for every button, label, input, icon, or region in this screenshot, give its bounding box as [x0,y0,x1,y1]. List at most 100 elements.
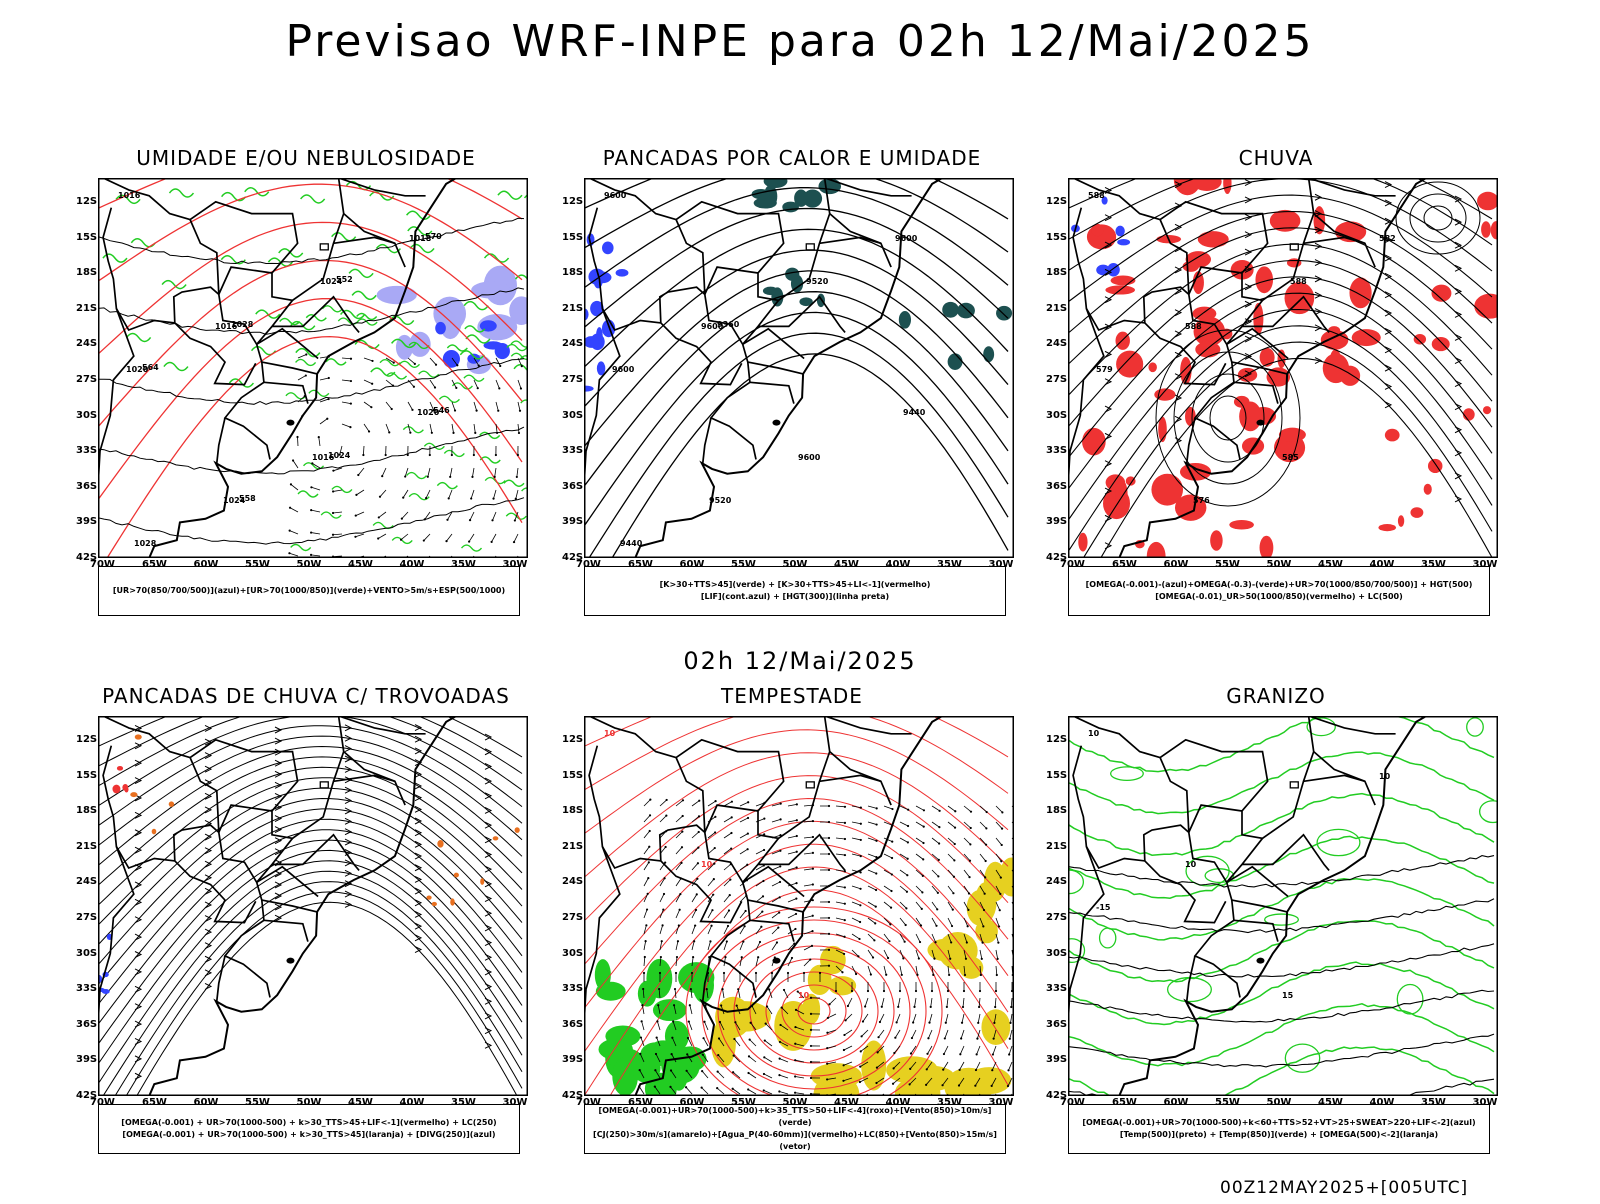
latitude-label: 39S [1046,516,1067,527]
legend-line: [CJ(250)>30m/s](amarelo)+[Agua_P(40-60mm… [585,1129,1005,1153]
contour-label: 1024 [328,451,351,460]
contour-label: 588 [1088,191,1105,200]
latitude-label: 15S [76,770,97,781]
latitude-label: 18S [562,805,583,816]
latitude-label: 21S [1046,303,1067,314]
main-title: Previsao WRF-INPE para 02h 12/Mai/2025 [0,16,1600,67]
latitude-label: 30S [76,410,97,421]
latitude-label: 24S [562,338,583,349]
contour-label: 15 [1282,991,1294,1000]
latitude-label: 30S [1046,948,1067,959]
panel-pancadas-calor: PANCADAS POR CALOR E UMIDADE 9600 9600 9600… [542,146,1042,666]
contour-label: 582 [1379,234,1396,243]
latitude-label: 30S [562,948,583,959]
forecast-map [98,716,528,1096]
latitude-label: 39S [562,1054,583,1065]
contour-label: 9600 [798,453,821,462]
latitude-label: 33S [562,445,583,456]
panel-legend: [UR>70(850/700/500)](azul)+[UR>70(1000/8… [98,566,520,616]
latitude-label: 24S [562,876,583,887]
latitude-label: 24S [76,876,97,887]
latitude-label: 33S [76,445,97,456]
contour-label: -15 [1096,903,1111,912]
legend-line: [LIF](cont.azul) + [HGT(300)](linha pret… [585,591,1005,603]
latitude-label: 39S [562,516,583,527]
latitude-label: 39S [76,1054,97,1065]
latitude-label: 33S [1046,445,1067,456]
panel-title: PANCADAS POR CALOR E UMIDADE [542,146,1042,170]
latitude-label: 39S [76,516,97,527]
latitude-label: 33S [562,983,583,994]
legend-line: [OMEGA(-0.001) + UR>70(1000-500) + k>30_… [99,1117,519,1129]
legend-line: [OMEGA(-0.001) + UR>70(1000-500) + k>30_… [99,1129,519,1141]
latitude-label: 12S [76,196,97,207]
latitude-label: 30S [76,948,97,959]
contour-label: 9600 [612,365,635,374]
panel-legend: [OMEGA(-0.001)+UR>70(1000-500)+k<60+TTS>… [1068,1104,1490,1154]
latitude-label: 33S [76,983,97,994]
latitude-label: 27S [1046,374,1067,385]
latitude-label: 24S [1046,876,1067,887]
panel-legend: [K>30+TTS>45](verde) + [K>30+TTS>45+LI<-… [584,566,1006,616]
forecast-map: 10 10 10 [584,716,1014,1096]
latitude-label: 21S [562,841,583,852]
latitude-label: 27S [562,374,583,385]
latitude-label: 18S [76,805,97,816]
latitude-label: 18S [562,267,583,278]
panel-legend: [OMEGA(-0.001)+UR>70(1000-500)+k>35_TTS>… [584,1104,1006,1154]
contour-label: 10 [604,729,616,738]
latitude-label: 12S [562,196,583,207]
legend-line: [OMEGA(-0.001)-(azul)+OMEGA(-0.3)-(verde… [1069,579,1489,591]
latitude-label: 39S [1046,1054,1067,1065]
legend-line: [Temp(500)](preto) + [Temp(850)](verde) … [1069,1129,1489,1141]
latitude-label: 24S [1046,338,1067,349]
latitude-label: 27S [76,374,97,385]
panel-title: UMIDADE E/OU NEBULOSIDADE [56,146,556,170]
latitude-label: 12S [76,734,97,745]
contour-label: 9440 [903,408,926,417]
latitude-label: 27S [1046,912,1067,923]
latitude-label: 18S [1046,267,1067,278]
middle-title: 02h 12/Mai/2025 [0,647,1600,675]
latitude-label: 30S [562,410,583,421]
latitude-label: 15S [1046,770,1067,781]
latitude-label: 21S [562,303,583,314]
panel-title: PANCADAS DE CHUVA C/ TROVOADAS [56,684,556,708]
contour-label: 10 [1185,860,1197,869]
contour-label: 585 [1282,453,1299,462]
legend-line: [OMEGA(-0.001)+UR>70(1000-500)+k>35_TTS>… [585,1105,1005,1129]
forecast-map: 1016101610161018102010241024102010281028… [98,178,528,558]
latitude-label: 21S [76,841,97,852]
latitude-label: 12S [1046,734,1067,745]
panel-title: TEMPESTADE [542,684,1042,708]
contour-label: 558 [239,494,256,503]
contour-label: 546 [433,406,450,415]
latitude-label: 18S [1046,805,1067,816]
legend-line: [OMEGA(-0.01)_UR>50(1000/850)(vermelho) … [1069,591,1489,603]
latitude-label: 36S [76,481,97,492]
latitude-label: 36S [1046,481,1067,492]
contour-label: 10 [701,860,713,869]
latitude-label: 15S [76,232,97,243]
footer-timestamp: 00Z12MAY2025+[005UTC] [1220,1178,1468,1198]
legend-line: [K>30+TTS>45](verde) + [K>30+TTS>45+LI<-… [585,579,1005,591]
latitude-label: 12S [1046,196,1067,207]
latitude-label: 21S [1046,841,1067,852]
contour-label: 10 [798,991,810,1000]
latitude-label: 24S [76,338,97,349]
contour-label: 9600 [895,234,918,243]
latitude-label: 33S [1046,983,1067,994]
latitude-label: 30S [1046,410,1067,421]
panel-legend: [OMEGA(-0.001)-(azul)+OMEGA(-0.3)-(verde… [1068,566,1490,616]
panel-title: GRANIZO [1026,684,1526,708]
legend-line: [UR>70(850/700/500)](azul)+[UR>70(1000/8… [99,585,519,597]
latitude-label: 36S [1046,1019,1067,1030]
latitude-label: 36S [562,481,583,492]
latitude-label: 36S [562,1019,583,1030]
